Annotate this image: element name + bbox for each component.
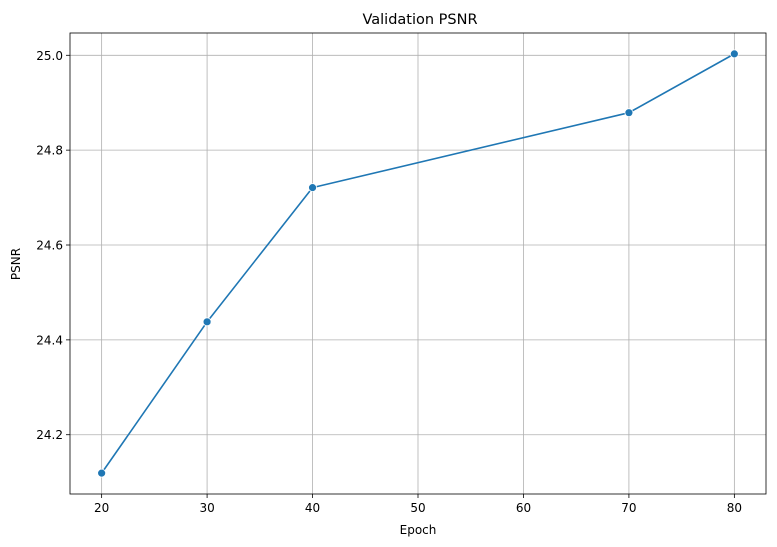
x-tick-label: 40 xyxy=(305,501,320,515)
data-point-marker xyxy=(624,108,634,118)
y-tick-label: 24.8 xyxy=(36,144,63,158)
data-point-marker xyxy=(97,468,107,478)
data-point-marker xyxy=(729,49,739,59)
x-tick-label: 30 xyxy=(199,501,214,515)
axis-ticks: 20 30 40 50 60 70 80 24.2 24.4 24.6 24.8 25.0 xyxy=(36,49,742,515)
x-tick-label: 60 xyxy=(516,501,531,515)
y-tick-label: 24.2 xyxy=(36,428,63,442)
chart-title: Validation PSNR xyxy=(362,12,477,28)
data-point-marker xyxy=(308,183,317,193)
series-group xyxy=(97,49,739,478)
x-tick-label: 70 xyxy=(621,501,636,515)
y-tick-label: 24.6 xyxy=(36,239,63,253)
x-tick-label: 20 xyxy=(94,501,109,515)
x-axis-label: Epoch xyxy=(400,523,437,537)
x-tick-label: 50 xyxy=(410,501,425,515)
y-axis-label: PSNR xyxy=(9,248,23,280)
y-tick-label: 25.0 xyxy=(36,49,63,63)
data-point-marker xyxy=(202,317,212,327)
y-tick-label: 24.4 xyxy=(36,333,63,347)
x-tick-label: 80 xyxy=(727,501,742,515)
